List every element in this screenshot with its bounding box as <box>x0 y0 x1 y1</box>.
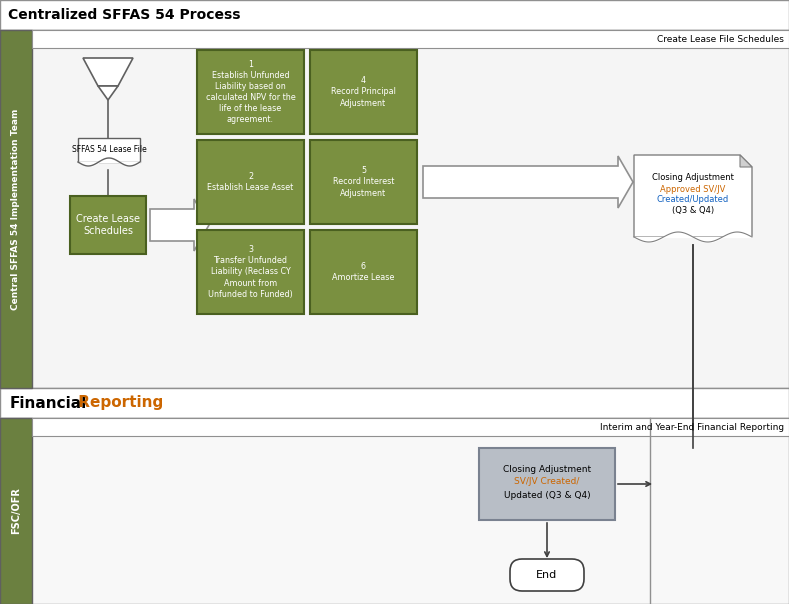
FancyBboxPatch shape <box>197 50 304 134</box>
Text: Updated (Q3 & Q4): Updated (Q3 & Q4) <box>503 492 590 501</box>
FancyBboxPatch shape <box>0 388 789 418</box>
Text: 1
Establish Unfunded
Liability based on
calculated NPV for the
life of the lease: 1 Establish Unfunded Liability based on … <box>206 60 295 124</box>
Text: 3
Transfer Unfunded
Liability (Reclass CY
Amount from
Unfunded to Funded): 3 Transfer Unfunded Liability (Reclass C… <box>208 245 293 299</box>
Text: SFFAS 54 Lease File: SFFAS 54 Lease File <box>72 144 147 153</box>
Text: Create Lease
Schedules: Create Lease Schedules <box>76 214 140 236</box>
Polygon shape <box>98 86 118 100</box>
FancyBboxPatch shape <box>197 140 304 224</box>
FancyBboxPatch shape <box>0 30 32 388</box>
FancyBboxPatch shape <box>32 30 789 48</box>
Text: 4
Record Principal
Adjustment: 4 Record Principal Adjustment <box>331 76 396 108</box>
FancyBboxPatch shape <box>310 140 417 224</box>
FancyBboxPatch shape <box>197 230 304 314</box>
Text: 2
Establish Lease Asset: 2 Establish Lease Asset <box>208 172 294 192</box>
Text: Create Lease File Schedules: Create Lease File Schedules <box>657 34 784 43</box>
Text: Closing Adjustment: Closing Adjustment <box>652 173 734 182</box>
FancyBboxPatch shape <box>310 230 417 314</box>
FancyBboxPatch shape <box>479 448 615 520</box>
Text: Interim and Year-End Financial Reporting: Interim and Year-End Financial Reporting <box>600 423 784 431</box>
Polygon shape <box>83 58 133 86</box>
FancyBboxPatch shape <box>70 196 146 254</box>
Text: Centralized SFFAS 54 Process: Centralized SFFAS 54 Process <box>8 8 241 22</box>
Text: Created/Updated: Created/Updated <box>657 196 729 205</box>
Polygon shape <box>150 199 209 251</box>
Text: Financial: Financial <box>10 396 88 411</box>
Text: SV/JV Created/: SV/JV Created/ <box>514 478 580 486</box>
Polygon shape <box>423 156 633 208</box>
Text: Approved SV/JV: Approved SV/JV <box>660 184 726 193</box>
Text: FSC/OFR: FSC/OFR <box>11 487 21 535</box>
FancyBboxPatch shape <box>310 50 417 134</box>
Text: End: End <box>537 570 558 580</box>
Text: Closing Adjustment: Closing Adjustment <box>503 466 591 475</box>
FancyBboxPatch shape <box>78 138 140 162</box>
Text: Central SFFAS 54 Implementation Team: Central SFFAS 54 Implementation Team <box>12 108 21 310</box>
FancyBboxPatch shape <box>0 0 789 30</box>
FancyBboxPatch shape <box>0 30 789 388</box>
Polygon shape <box>634 155 752 237</box>
Text: (Q3 & Q4): (Q3 & Q4) <box>672 207 714 216</box>
FancyBboxPatch shape <box>510 559 584 591</box>
Text: 6
Amortize Lease: 6 Amortize Lease <box>332 262 394 282</box>
Text: Reporting: Reporting <box>73 396 163 411</box>
FancyBboxPatch shape <box>32 418 789 436</box>
Polygon shape <box>740 155 752 167</box>
Text: 5
Record Interest
Adjustment: 5 Record Interest Adjustment <box>333 166 394 198</box>
FancyBboxPatch shape <box>0 418 789 604</box>
FancyBboxPatch shape <box>0 418 32 604</box>
